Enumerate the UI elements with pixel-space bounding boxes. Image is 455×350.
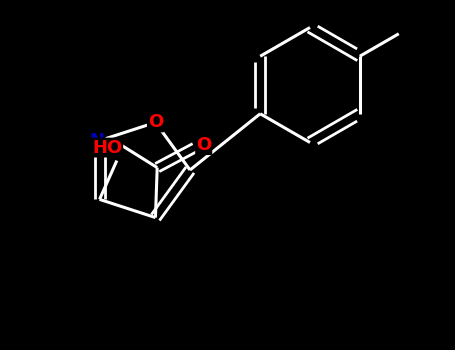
Text: O: O bbox=[148, 113, 163, 132]
Text: HO: HO bbox=[92, 139, 122, 156]
Text: O: O bbox=[196, 136, 211, 154]
Text: N: N bbox=[90, 132, 105, 149]
